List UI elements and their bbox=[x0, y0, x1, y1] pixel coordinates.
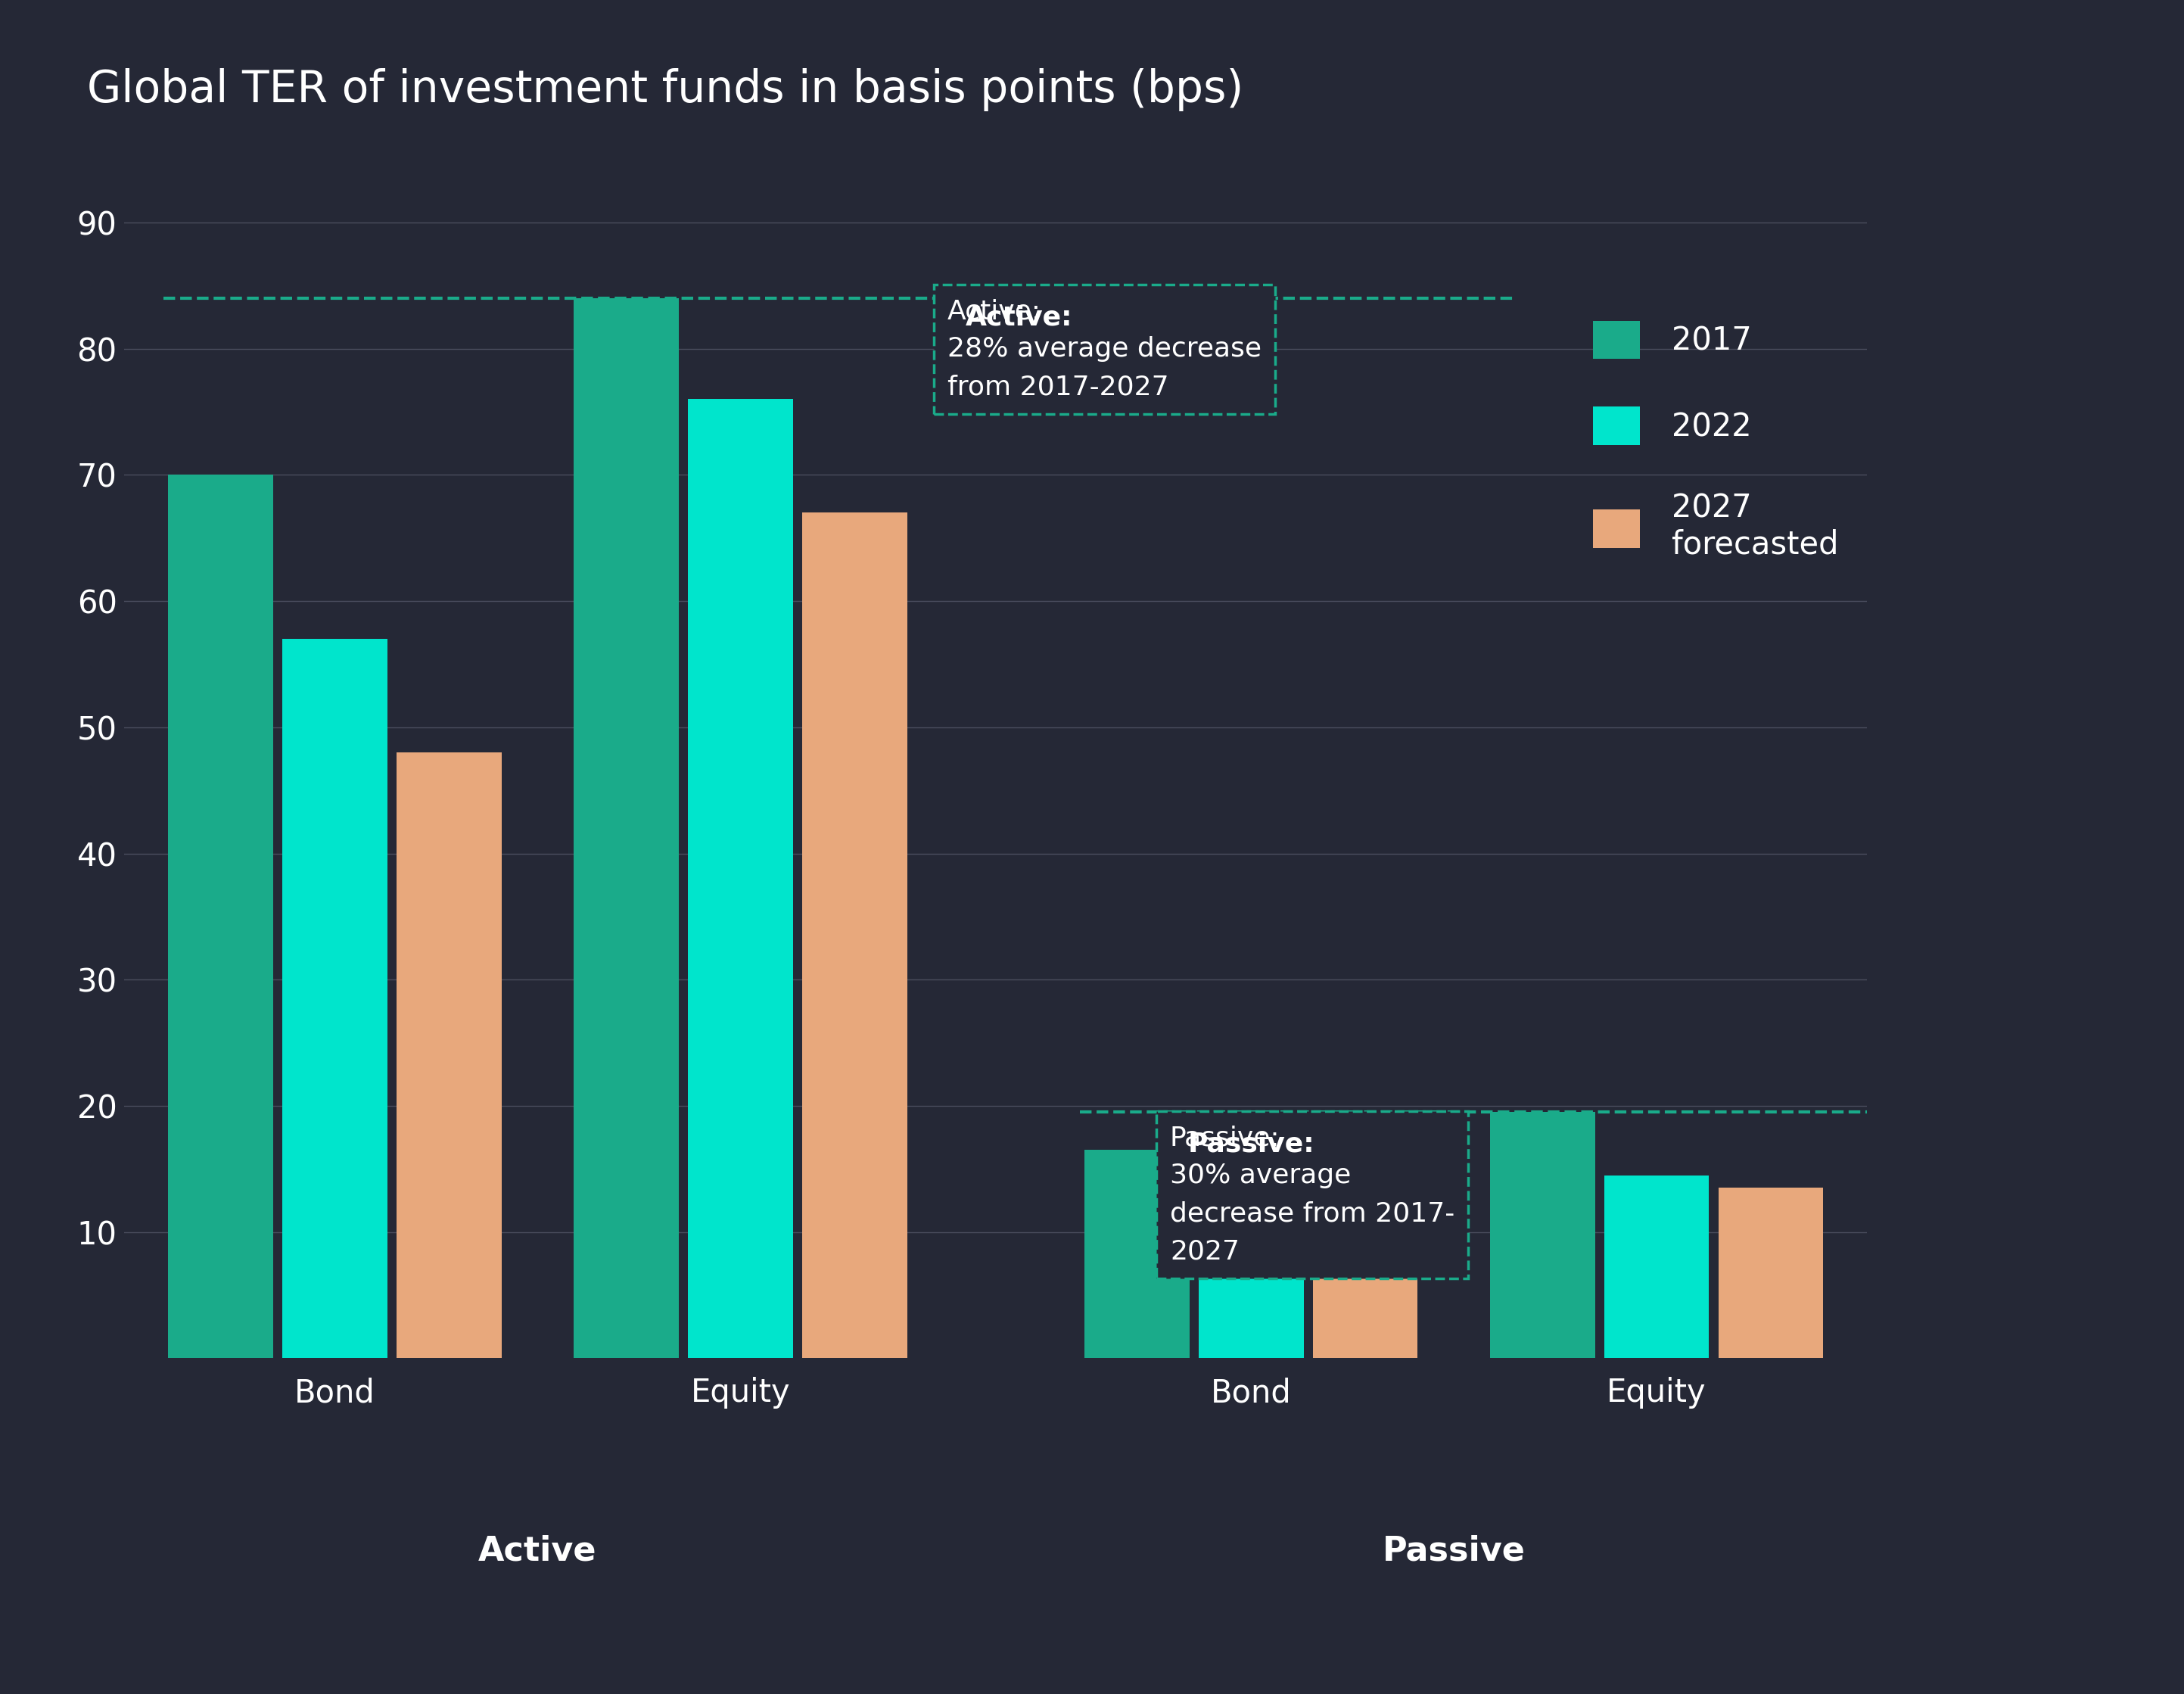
Bar bbox=[1719, 1187, 1824, 1359]
Bar bbox=[1603, 1176, 1710, 1359]
Bar bbox=[1083, 1150, 1190, 1359]
Text: Active: Active bbox=[478, 1535, 596, 1567]
Bar bbox=[1313, 1226, 1417, 1359]
Bar bbox=[688, 400, 793, 1359]
Legend: 2017, 2022, 2027
forecasted: 2017, 2022, 2027 forecasted bbox=[1581, 308, 1852, 573]
Bar bbox=[282, 639, 387, 1359]
Bar bbox=[168, 474, 273, 1359]
Text: Global TER of investment funds in basis points (bps): Global TER of investment funds in basis … bbox=[87, 68, 1245, 110]
Bar bbox=[395, 752, 502, 1359]
Bar bbox=[802, 513, 906, 1359]
Text: Active:
28% average decrease
from 2017-2027: Active: 28% average decrease from 2017-2… bbox=[948, 298, 1262, 400]
Bar bbox=[1199, 1213, 1304, 1359]
Text: Active:: Active: bbox=[965, 305, 1072, 330]
Bar bbox=[1489, 1113, 1594, 1359]
Text: Passive:: Passive: bbox=[1188, 1132, 1315, 1157]
Text: Passive:
30% average
decrease from 2017-
2027: Passive: 30% average decrease from 2017-… bbox=[1171, 1125, 1455, 1264]
Bar bbox=[574, 298, 679, 1359]
Text: Passive: Passive bbox=[1382, 1535, 1524, 1567]
